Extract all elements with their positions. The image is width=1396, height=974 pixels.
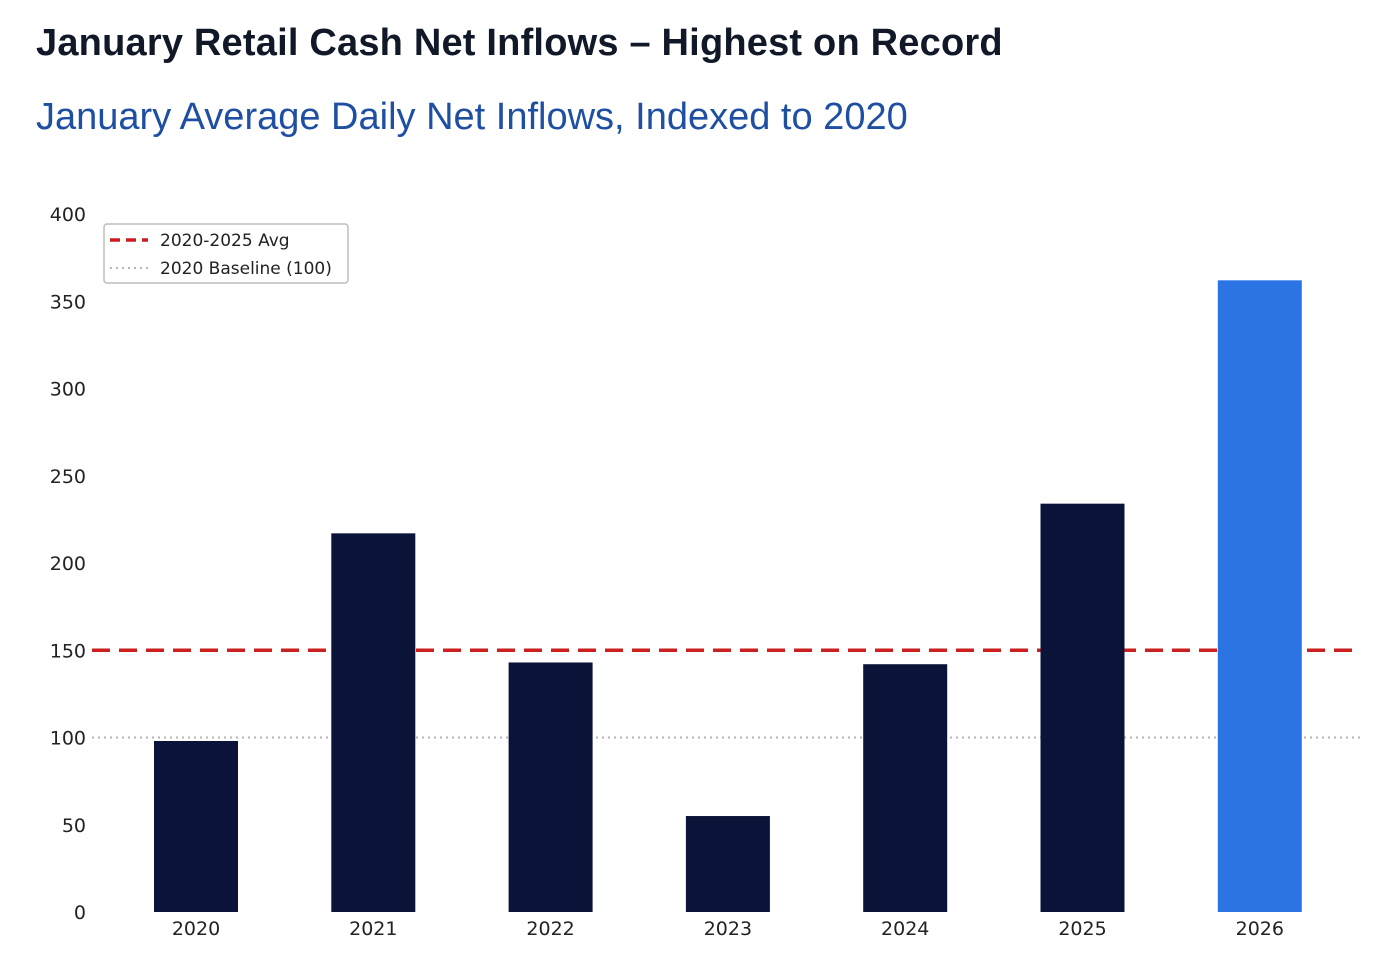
y-tick-label-200: 200 (50, 553, 86, 575)
x-tick-label-2022: 2022 (526, 918, 574, 940)
x-tick-label-2026: 2026 (1236, 918, 1284, 940)
bar-2026 (1217, 280, 1302, 912)
x-tick-label-2020: 2020 (172, 918, 220, 940)
x-tick-label-2023: 2023 (704, 918, 752, 940)
y-tick-label-50: 50 (62, 815, 86, 837)
y-tick-label-0: 0 (74, 902, 86, 924)
chart-title: January Retail Cash Net Inflows – Highes… (36, 22, 1003, 64)
bar-2021 (331, 533, 416, 912)
y-tick-label-350: 350 (50, 291, 86, 313)
y-tick-label-250: 250 (50, 466, 86, 488)
bar-2023 (685, 816, 770, 912)
bar-2020 (154, 740, 238, 912)
x-tick-label-2021: 2021 (349, 918, 397, 940)
bar-2025 (1040, 503, 1125, 912)
y-tick-label-300: 300 (50, 379, 86, 401)
x-tick-label-2025: 2025 (1058, 918, 1106, 940)
y-tick-label-100: 100 (50, 728, 86, 750)
legend-entry-1: 2020-2025 Avg (160, 231, 290, 251)
y-tick-label-150: 150 (50, 640, 86, 662)
legend-entry-2: 2020 Baseline (100) (160, 259, 332, 279)
bar-2024 (863, 664, 948, 912)
chart-subtitle: January Average Daily Net Inflows, Index… (36, 96, 908, 138)
x-tick-label-2024: 2024 (881, 918, 929, 940)
legend-box (103, 223, 349, 284)
y-tick-label-400: 400 (50, 204, 86, 226)
bar-2022 (508, 662, 593, 912)
